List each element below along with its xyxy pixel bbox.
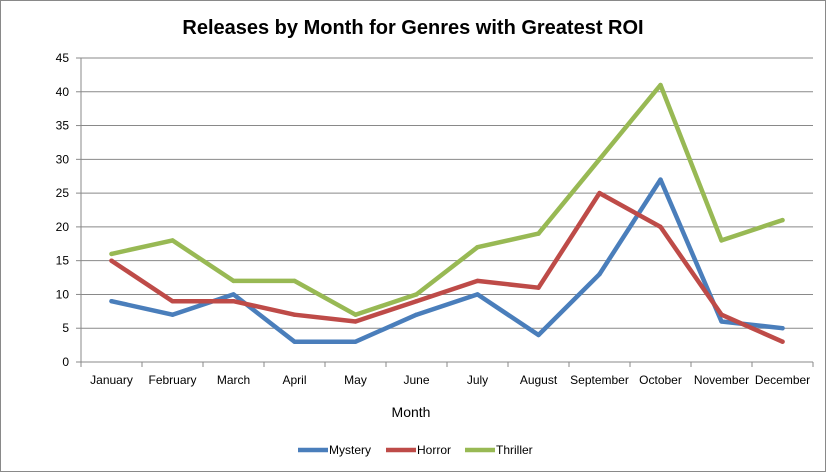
data-point-thriller bbox=[719, 238, 724, 243]
data-point-mystery bbox=[780, 326, 785, 331]
x-tick-label: February bbox=[148, 373, 196, 387]
y-tick-label: 40 bbox=[56, 85, 70, 99]
x-tick-label: June bbox=[403, 373, 429, 387]
data-point-thriller bbox=[353, 312, 358, 317]
data-point-mystery bbox=[536, 332, 541, 338]
y-tick-label: 30 bbox=[56, 152, 70, 166]
data-point-mystery bbox=[231, 292, 236, 297]
data-point-horror bbox=[536, 285, 541, 290]
data-point-horror bbox=[414, 299, 419, 304]
y-tick-label: 15 bbox=[56, 254, 70, 268]
data-point-mystery bbox=[658, 177, 663, 182]
data-point-mystery bbox=[719, 319, 724, 324]
legend-label-horror: Horror bbox=[417, 443, 451, 457]
chart-title: Releases by Month for Genres with Greate… bbox=[182, 17, 643, 39]
gridlines bbox=[76, 57, 814, 367]
y-tick-label: 5 bbox=[62, 321, 69, 335]
data-point-mystery bbox=[109, 299, 114, 304]
x-tick-label: August bbox=[520, 373, 558, 387]
data-point-thriller bbox=[658, 82, 663, 88]
x-tick-label: March bbox=[217, 373, 250, 387]
series-line-thriller bbox=[109, 82, 785, 317]
data-point-thriller bbox=[597, 157, 602, 162]
y-tick-label: 45 bbox=[56, 51, 70, 65]
data-point-thriller bbox=[170, 238, 175, 243]
y-tick-label: 25 bbox=[56, 186, 70, 200]
data-point-horror bbox=[109, 258, 114, 263]
x-tick-label: November bbox=[694, 373, 749, 387]
x-axis-ticks: January February March April May June July Augu… bbox=[90, 373, 810, 387]
data-point-thriller bbox=[780, 217, 785, 223]
data-point-thriller bbox=[292, 278, 297, 284]
data-point-horror bbox=[292, 312, 297, 317]
series-line-horror bbox=[109, 190, 785, 344]
data-point-horror bbox=[353, 319, 358, 324]
data-point-mystery bbox=[353, 339, 358, 344]
data-point-thriller bbox=[231, 278, 236, 284]
data-point-thriller bbox=[475, 244, 480, 250]
data-point-mystery bbox=[597, 271, 602, 277]
data-point-horror bbox=[719, 312, 724, 317]
x-tick-label: April bbox=[282, 373, 306, 387]
data-point-horror bbox=[475, 278, 480, 284]
data-point-thriller bbox=[536, 231, 541, 236]
x-tick-label: October bbox=[639, 373, 682, 387]
data-point-horror bbox=[597, 190, 602, 196]
y-tick-label: 0 bbox=[62, 355, 69, 369]
x-axis-title: Month bbox=[392, 404, 431, 420]
x-tick-label: December bbox=[755, 373, 810, 387]
data-point-horror bbox=[658, 224, 663, 230]
x-tick-label: May bbox=[344, 373, 367, 387]
data-point-mystery bbox=[414, 312, 419, 317]
y-tick-label: 10 bbox=[56, 287, 70, 301]
data-point-thriller bbox=[109, 251, 114, 257]
legend: Mystery Horror Thriller bbox=[298, 443, 533, 457]
data-point-horror bbox=[780, 339, 785, 344]
series-line-mystery bbox=[109, 177, 785, 344]
y-tick-label: 35 bbox=[56, 119, 70, 133]
data-point-mystery bbox=[170, 312, 175, 317]
x-tick-label: January bbox=[90, 373, 133, 387]
y-tick-label: 20 bbox=[56, 220, 70, 234]
x-tick-label: July bbox=[467, 373, 488, 387]
data-point-thriller bbox=[414, 292, 419, 297]
y-axis-ticks: 0 5 10 15 20 25 30 35 40 45 bbox=[56, 51, 70, 369]
data-point-mystery bbox=[292, 339, 297, 344]
data-point-horror bbox=[231, 299, 236, 304]
series-lines bbox=[109, 82, 785, 344]
legend-label-thriller: Thriller bbox=[496, 443, 533, 457]
x-tick-label: September bbox=[570, 373, 629, 387]
data-point-mystery bbox=[475, 292, 480, 297]
data-point-horror bbox=[170, 299, 175, 304]
legend-label-mystery: Mystery bbox=[329, 443, 371, 457]
